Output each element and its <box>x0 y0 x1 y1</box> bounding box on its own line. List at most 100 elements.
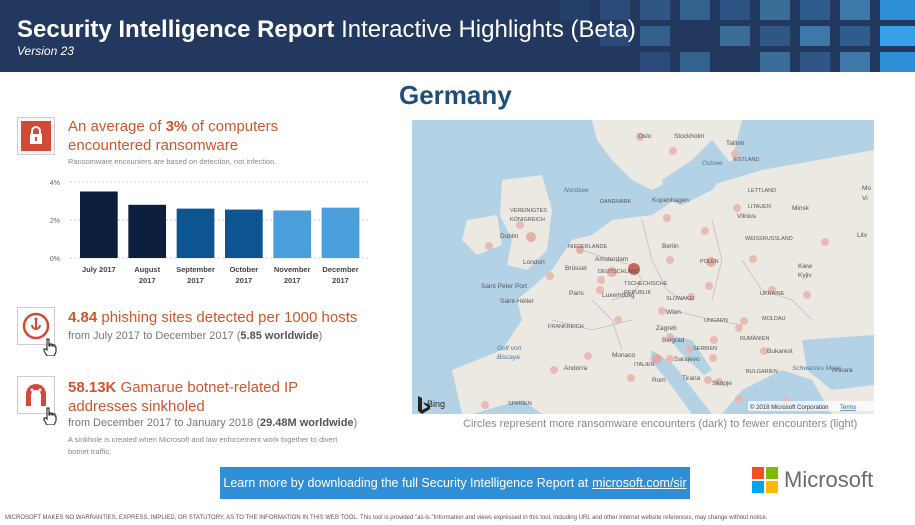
encounter-circle[interactable] <box>658 307 666 315</box>
encounter-circle[interactable] <box>627 374 635 382</box>
encounter-circle[interactable] <box>485 242 493 250</box>
encounter-circle[interactable] <box>550 366 558 374</box>
ransomware-headline-suffix: of computers encountered ransomware <box>68 118 279 154</box>
encounter-circle[interactable] <box>576 246 584 254</box>
map-label: Vilnius <box>737 213 757 220</box>
map-label: Brüssel <box>565 265 587 272</box>
map-label: London <box>523 259 545 266</box>
europe-map[interactable]: Oslo Stockholm Tallinn Ostsee ESTLAND Nordsee… <box>412 120 874 414</box>
chart-bar[interactable] <box>273 210 312 259</box>
encounter-circle[interactable] <box>526 232 536 242</box>
encounter-circle[interactable] <box>803 291 811 299</box>
encounter-circle[interactable] <box>597 276 605 284</box>
banner-text: Learn more by downloading the full Secur… <box>223 476 589 490</box>
encounter-circle[interactable] <box>669 147 677 155</box>
map-label: POLEN <box>700 259 719 265</box>
download-report-banner[interactable]: Learn more by downloading the full Secur… <box>220 467 690 499</box>
disclaimer: MICROSOFT MAKES NO WARRANTIES, EXPRESS, … <box>5 515 768 521</box>
bing-label: Bing <box>427 399 445 409</box>
encounter-circle[interactable] <box>546 272 554 280</box>
encounter-circle[interactable] <box>652 354 662 364</box>
encounter-circle[interactable] <box>663 214 671 222</box>
chart-bar[interactable] <box>225 209 263 258</box>
encounter-circle[interactable] <box>709 354 717 362</box>
ransomware-chart: 4% 2% 0% July 2017 August 2017 September 2017 Oc… <box>40 172 380 292</box>
chart-ytick-label: 0% <box>50 256 60 263</box>
map-label: LETTLAND <box>748 188 776 194</box>
map-label: BULGARIEN <box>746 369 778 375</box>
chart-bar[interactable] <box>80 191 118 259</box>
report-title: Security Intelligence Report Interactive… <box>17 16 636 44</box>
ransomware-bar-chart: 4% 2% 0% July 2017 August 2017 September 2017 Oc… <box>50 180 370 285</box>
encounter-circle[interactable] <box>731 150 739 158</box>
chart-bar[interactable] <box>176 208 215 258</box>
bing-logo: Bing <box>418 396 445 414</box>
encounter-circle[interactable] <box>715 378 723 386</box>
chart-bar[interactable] <box>321 207 360 258</box>
encounter-circle[interactable] <box>740 317 748 325</box>
encounter-circle[interactable] <box>749 255 757 263</box>
map-label: Monaco <box>612 352 636 359</box>
header-tiles-graphic <box>560 0 915 72</box>
encounter-circle[interactable] <box>704 376 712 384</box>
map-graphic[interactable]: Oslo Stockholm Tallinn Ostsee ESTLAND Nordsee… <box>412 120 874 414</box>
encounter-circle[interactable] <box>596 286 604 294</box>
ransomware-value: 3% <box>165 118 188 135</box>
chart-xtick-label: 2017 <box>187 276 204 285</box>
encounter-circle[interactable] <box>821 238 829 246</box>
map-label: Zagreb <box>656 325 677 332</box>
encounter-circle[interactable] <box>614 316 622 324</box>
encounter-circle[interactable] <box>666 355 674 363</box>
country-title: Germany <box>399 80 512 110</box>
phishing-value: 4.84 <box>68 309 98 326</box>
map-label: Schwarzes Meer <box>792 365 841 372</box>
encounter-circle[interactable] <box>710 336 718 344</box>
map-label: Andorra <box>564 365 588 372</box>
encounter-circle[interactable] <box>516 221 524 229</box>
map-terms-link[interactable]: Terms <box>840 405 856 411</box>
encounter-circle[interactable] <box>706 257 716 267</box>
encounter-circle[interactable] <box>735 324 743 332</box>
encounter-circles[interactable] <box>481 133 829 409</box>
encounter-circle[interactable] <box>760 347 768 355</box>
ransomware-headline-prefix: An average of <box>68 118 166 135</box>
map-label: SPANIEN <box>508 401 532 407</box>
encounter-circle[interactable] <box>701 227 709 235</box>
map-label: Dublin <box>500 233 519 240</box>
encounter-circle[interactable] <box>607 267 617 277</box>
encounter-circle[interactable] <box>735 395 743 403</box>
map-label: Biscaya <box>497 354 520 361</box>
map-label: Bukarest <box>767 348 793 355</box>
map-label: NIEDERLANDE <box>568 244 607 250</box>
map-label: Minsk <box>792 205 810 212</box>
bing-icon <box>418 396 430 414</box>
map-label: ESTLAND <box>734 157 759 163</box>
report-title-bold: Security Intelligence Report <box>17 16 335 43</box>
map-label: DEUTSCHLAND <box>598 269 639 275</box>
map-label: Ostsee <box>702 160 723 167</box>
encounter-circle[interactable] <box>636 133 644 141</box>
phishing-sub-prefix: from July 2017 to December 2017 ( <box>68 330 241 342</box>
encounter-circle[interactable] <box>687 293 695 301</box>
encounter-circle[interactable] <box>628 263 640 275</box>
encounter-circle[interactable] <box>666 256 674 264</box>
chart-bar[interactable] <box>128 204 167 258</box>
map-label: Kyjiv <box>798 272 812 279</box>
report-title-rest: Interactive Highlights (Beta) <box>334 16 636 43</box>
phishing-hook-icon <box>22 312 50 340</box>
encounter-circle[interactable] <box>685 345 693 353</box>
encounter-circle[interactable] <box>733 204 741 212</box>
map-label: FRANKREICH <box>548 324 584 330</box>
map-label: LITAUEN <box>748 204 771 210</box>
encounter-circle[interactable] <box>666 333 674 341</box>
encounter-circle[interactable] <box>705 282 713 290</box>
encounter-circle[interactable] <box>584 352 592 360</box>
black-sea <box>802 335 874 390</box>
banner-link[interactable]: microsoft.com/sir <box>592 476 687 490</box>
encounter-circle[interactable] <box>481 401 489 409</box>
phishing-icon-box[interactable] <box>17 307 55 345</box>
map-label: Nordsee <box>564 187 589 194</box>
map-label: Ankara <box>832 367 853 374</box>
botnet-sub-suffix: ) <box>353 417 358 429</box>
encounter-circle[interactable] <box>768 286 776 294</box>
